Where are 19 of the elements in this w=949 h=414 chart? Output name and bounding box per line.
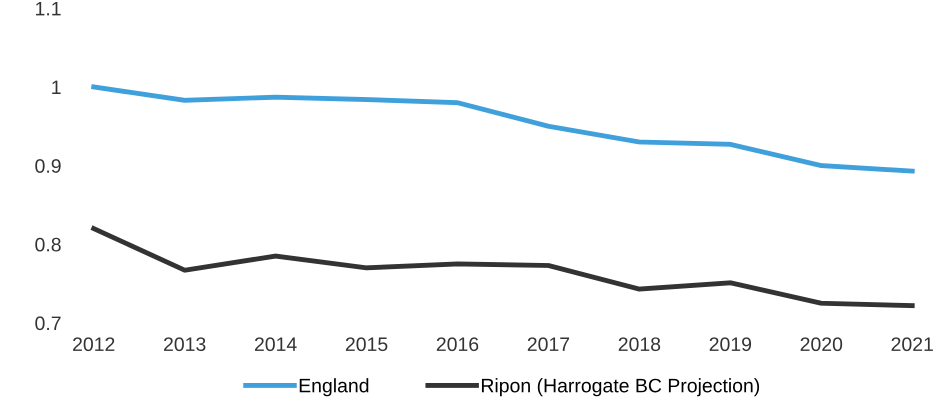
x-tick-label: 2014 bbox=[254, 337, 297, 352]
y-tick-label: 1 bbox=[52, 80, 61, 94]
x-tick-label: 2013 bbox=[164, 337, 206, 352]
x-tick-label: 2021 bbox=[892, 337, 933, 352]
x-tick-label: 2020 bbox=[800, 337, 842, 352]
x-tick-label: 2018 bbox=[618, 337, 660, 352]
legend-label: England bbox=[300, 378, 368, 396]
x-tick-label: 2015 bbox=[346, 337, 388, 352]
y-tick-label: 0.9 bbox=[35, 159, 61, 173]
x-tick-label: 2012 bbox=[73, 337, 114, 352]
y-tick-label: 0.8 bbox=[35, 238, 61, 252]
x-tick-label: 2016 bbox=[436, 337, 478, 352]
y-tick-label: 1.1 bbox=[36, 2, 61, 16]
y-tick-label: 0.7 bbox=[35, 316, 61, 330]
x-tick-label: 2017 bbox=[528, 337, 570, 352]
x-tick-label: 2019 bbox=[710, 337, 752, 352]
line-series bbox=[91, 84, 915, 174]
legend-label: Ripon (Harrogate BC Projection) bbox=[482, 378, 760, 396]
line-series bbox=[91, 226, 915, 308]
